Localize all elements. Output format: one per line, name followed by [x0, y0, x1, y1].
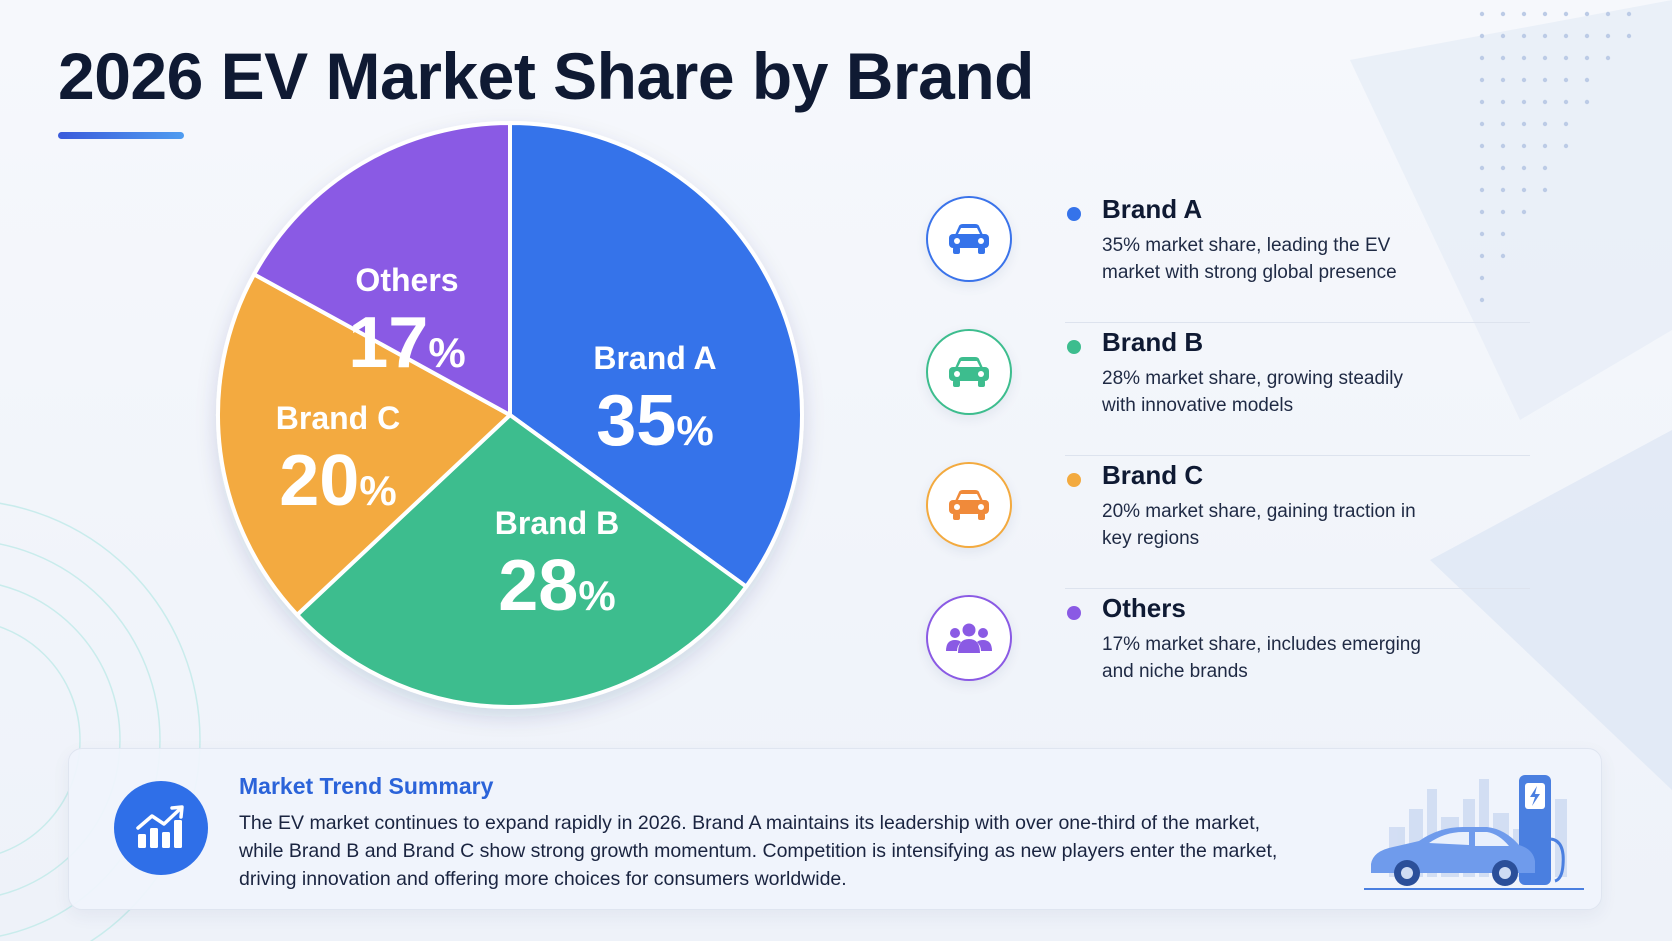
legend: Brand A 35% market share, leading the EV… — [920, 190, 1530, 722]
brand-b-icon-circle — [926, 329, 1012, 415]
market-trend-summary-card: Market Trend Summary The EV market conti… — [68, 748, 1602, 910]
slice-value-label: 20% — [279, 441, 396, 521]
legend-name: Brand B — [1102, 327, 1204, 357]
slice-label: Brand A — [593, 340, 716, 376]
legend-description: 35% market share, leading the EV market … — [1102, 235, 1397, 283]
legend-divider — [1065, 321, 1530, 323]
legend-item-others: Others 17% market share, includes emergi… — [920, 589, 1530, 722]
brand-c-icon-circle — [926, 462, 1012, 548]
ev-charging-car-illustration — [1364, 775, 1584, 890]
pie-slice-brand-a — [508, 121, 804, 589]
legend-description: 28% market share, growing steadily with … — [1102, 368, 1403, 416]
legend-dot — [1067, 340, 1081, 354]
legend-dot — [1067, 606, 1081, 620]
summary-text: The EV market continues to expand rapidl… — [239, 812, 1278, 890]
pie-slice-others — [252, 121, 512, 417]
slice-label: Others — [355, 262, 458, 298]
legend-item-brand-a: Brand A 35% market share, leading the EV… — [920, 190, 1530, 323]
legend-dot — [1067, 473, 1081, 487]
legend-description: 17% market share, includes emerging and … — [1102, 634, 1421, 682]
car-icon — [949, 490, 989, 520]
pie-chart: Brand A 35% Brand B 28% Brand C 20% Others 17% — [216, 121, 804, 709]
title-underline — [58, 132, 184, 139]
legend-item-brand-c: Brand C 20% market share, gaining tracti… — [920, 456, 1530, 589]
car-icon — [949, 224, 989, 254]
summary-title: Market Trend Summary — [239, 773, 494, 799]
people-group-icon — [946, 623, 992, 653]
legend-dot — [1067, 207, 1081, 221]
car-icon — [949, 357, 989, 387]
slice-label: Brand B — [495, 505, 619, 541]
legend-divider — [1065, 454, 1530, 456]
page-title: 2026 EV Market Share by Brand — [58, 39, 1034, 113]
legend-description: 20% market share, gaining traction in ke… — [1102, 501, 1416, 549]
pie-slice-brand-b — [295, 413, 749, 709]
slice-label: Brand C — [276, 400, 400, 436]
growth-chart-icon — [114, 781, 208, 875]
brand-a-icon-circle — [926, 196, 1012, 282]
legend-item-brand-b: Brand B 28% market share, growing steadi… — [920, 323, 1530, 456]
legend-divider — [1065, 587, 1530, 589]
others-icon-circle — [926, 595, 1012, 681]
legend-name: Others — [1102, 593, 1186, 623]
pie-slice-brand-c — [216, 272, 512, 617]
slice-value-label: 35% — [596, 381, 713, 461]
slice-value-label: 28% — [498, 546, 615, 626]
slice-value-label: 17% — [348, 303, 465, 383]
legend-name: Brand C — [1102, 460, 1204, 490]
pie-slices — [216, 121, 804, 709]
legend-name: Brand A — [1102, 194, 1203, 224]
